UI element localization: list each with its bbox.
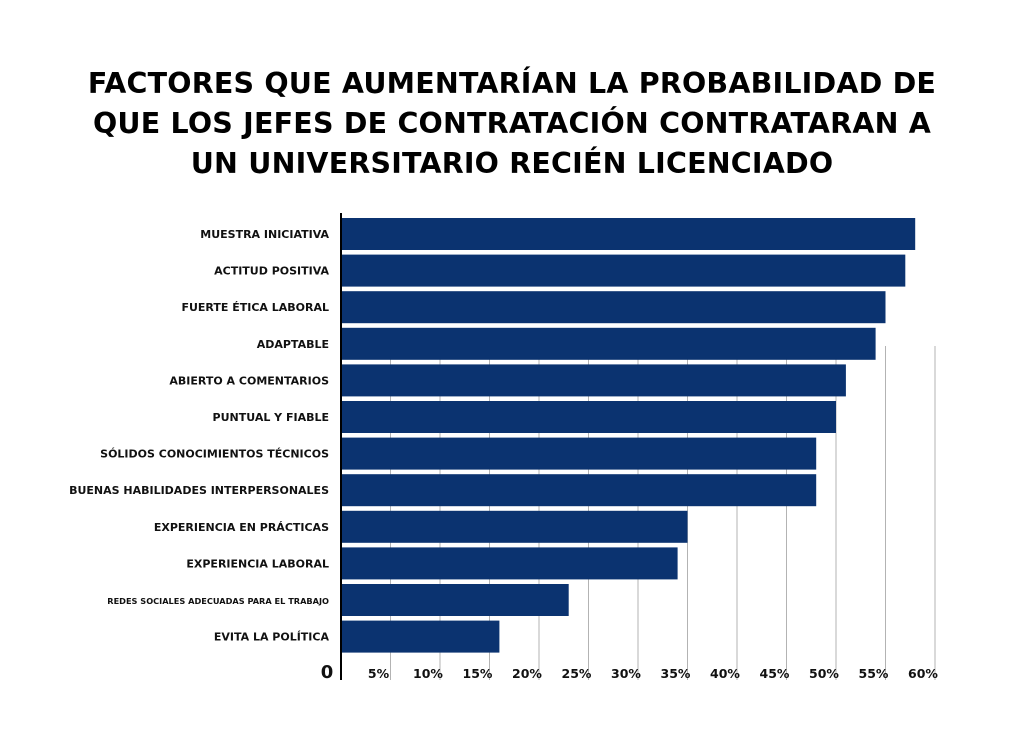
- bar: [341, 218, 916, 250]
- chart-title-line: QUE LOS JEFES DE CONTRATACIÓN CONTRATARA…: [92, 107, 932, 140]
- x-tick-label: 25%: [562, 666, 592, 681]
- bar: [341, 510, 688, 543]
- chart-title-line: UN UNIVERSITARIO RECIÉN LICENCIADO: [190, 147, 834, 180]
- bar: [341, 584, 569, 616]
- category-label: SÓLIDOS CONOCIMIENTOS TÉCNICOS: [100, 448, 329, 461]
- category-label: ADAPTABLE: [257, 338, 329, 351]
- x-tick-label: 35%: [661, 666, 691, 681]
- category-label: ACTITUD POSITIVA: [214, 265, 329, 278]
- category-labels: MUESTRA INICIATIVA ACTITUD POSITIVA FUERTE…: [69, 228, 329, 644]
- chart-title: FACTORES QUE AUMENTARÍAN LA PROBABILIDAD…: [0, 64, 1024, 184]
- bar: [341, 474, 817, 507]
- bar: [341, 364, 846, 397]
- x-tick-label: 15%: [463, 666, 493, 681]
- x-tick-label: 10%: [413, 666, 443, 681]
- x-tick-label: 55%: [859, 666, 889, 681]
- category-label: ABIERTO A COMENTARIOS: [169, 374, 329, 387]
- category-label: MUESTRA INICIATIVA: [200, 228, 329, 241]
- bar: [341, 437, 817, 470]
- x-tick-label: 45%: [760, 666, 790, 681]
- category-label: REDES SOCIALES ADECUADAS PARA EL TRABAJO: [107, 596, 329, 606]
- x-tick-label: 30%: [611, 666, 641, 681]
- bar: [341, 254, 906, 287]
- category-label: PUNTUAL Y FIABLE: [213, 411, 329, 424]
- x-tick-label: 50%: [809, 666, 839, 681]
- x-axis-ticks: 0 5% 10% 15% 20% 25% 30% 35% 40% 45% 50% 55% 60%: [321, 662, 939, 683]
- bar-layer: [341, 218, 916, 653]
- bar: [341, 327, 876, 360]
- bar: [341, 401, 836, 433]
- bar: [341, 291, 886, 324]
- category-label: FUERTE ÉTICA LABORAL: [181, 301, 329, 314]
- bar: [341, 620, 500, 653]
- x-tick-label: 5%: [368, 666, 390, 681]
- category-label: EXPERIENCIA EN PRÁCTICAS: [154, 521, 329, 534]
- category-label: EXPERIENCIA LABORAL: [186, 557, 329, 570]
- category-label: EVITA LA POLÍTICA: [214, 631, 330, 644]
- bar: [341, 547, 678, 580]
- chart-title-line: FACTORES QUE AUMENTARÍAN LA PROBABILIDAD…: [87, 67, 937, 100]
- x-tick-label: 20%: [512, 666, 542, 681]
- x-tick-label: 0: [321, 662, 334, 683]
- category-label: BUENAS HABILIDADES INTERPERSONALES: [69, 484, 329, 497]
- x-tick-label: 60%: [908, 666, 938, 681]
- x-tick-label: 40%: [710, 666, 740, 681]
